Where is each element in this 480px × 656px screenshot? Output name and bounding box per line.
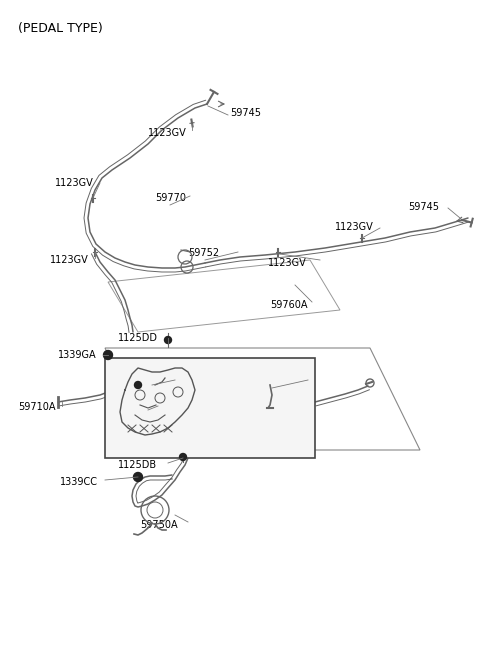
Text: 93830: 93830 — [125, 375, 156, 385]
Text: 1339GA: 1339GA — [58, 350, 96, 360]
Text: 59710A: 59710A — [18, 402, 56, 412]
Text: 1123GV: 1123GV — [50, 255, 89, 265]
Text: 59770: 59770 — [155, 193, 186, 203]
Text: 1339CC: 1339CC — [60, 477, 98, 487]
Text: 59760A: 59760A — [270, 300, 308, 310]
Circle shape — [134, 382, 142, 388]
Text: 59752: 59752 — [188, 248, 219, 258]
Text: 59750A: 59750A — [140, 520, 178, 530]
Text: 59745: 59745 — [408, 202, 439, 212]
Text: 1123GV: 1123GV — [335, 222, 374, 232]
Circle shape — [180, 453, 187, 461]
Text: 59745: 59745 — [230, 108, 261, 118]
Circle shape — [165, 337, 171, 344]
Circle shape — [133, 472, 143, 482]
Text: 1123GV: 1123GV — [148, 128, 187, 138]
Circle shape — [104, 350, 112, 359]
Text: 1231DB: 1231DB — [112, 402, 151, 412]
Text: (PEDAL TYPE): (PEDAL TYPE) — [18, 22, 103, 35]
Text: 1125DB: 1125DB — [118, 460, 157, 470]
Bar — [105, 358, 315, 458]
Text: 1123GV: 1123GV — [268, 258, 307, 268]
Text: 59711B: 59711B — [262, 375, 300, 385]
Text: 1125DD: 1125DD — [118, 333, 158, 343]
Text: 1123GV: 1123GV — [55, 178, 94, 188]
